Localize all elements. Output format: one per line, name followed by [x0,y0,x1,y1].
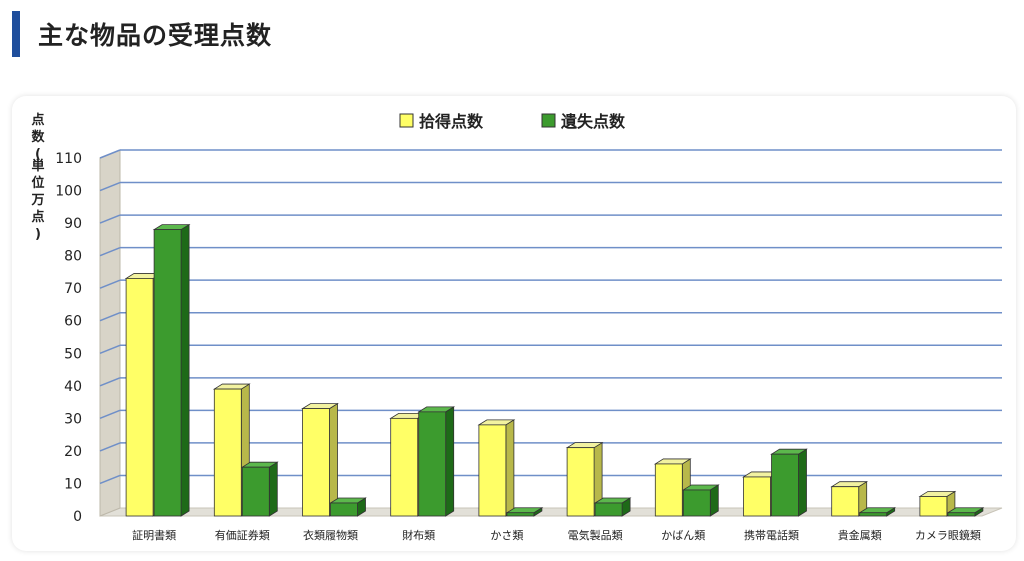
chart-bars [124,223,985,517]
x-category-label: 電気製品類 [568,528,623,542]
bar-lost-6 [681,484,720,517]
bar-lost-8 [858,507,897,517]
gridline-side [99,474,121,485]
gridline-side [99,442,121,452]
gridline-side [99,246,121,257]
bar-lost-9 [946,507,985,517]
x-category-label: 有価証券類 [215,528,270,542]
x-category-label: 携帯電話類 [744,528,799,542]
y-tick-label: 90 [64,216,82,232]
y-axis-title: 点数(単位万点) [30,112,45,242]
legend-swatch [541,113,556,128]
gridline-side [99,181,121,192]
page-title: 主な物品の受理点数 [38,21,273,50]
y-axis-label: 点数(単位万点) [30,112,45,242]
bar-found-4 [477,419,516,517]
header-accent-bar [12,11,20,57]
x-category-label: カメラ眼鏡類 [915,528,981,542]
x-category-label: かさ類 [490,529,523,542]
legend-label: 拾得点数 [419,112,484,131]
gridline-side [99,214,121,224]
bar-found-8 [830,480,869,517]
bar-found-5 [565,441,604,517]
bar-lost-2 [329,497,367,517]
x-category-label: 証明書類 [132,528,176,542]
page-header: 主な物品の受理点数 [12,10,272,58]
bar-lost-3 [417,406,456,517]
bar-lost-1 [240,461,279,517]
bar-lost-0 [152,223,191,517]
legend-label: 遺失点数 [561,112,626,131]
y-tick-label: 30 [64,411,82,427]
x-axis-categories: 証明書類 有価証券類 衣類履物類 財布類 かさ類 電気製品類 かばん類 携帯電話類 貴金属類 カメ… [132,528,981,542]
y-axis-ticks: 0 10 20 30 40 50 60 70 80 90 100 110 [55,151,82,525]
legend-swatch [399,113,414,128]
chart-side-wall [99,149,121,517]
chart-back-wall [99,149,121,517]
gridline-side [99,409,121,420]
y-tick-label: 50 [64,346,82,362]
y-tick-label: 110 [55,151,82,167]
y-tick-label: 100 [55,184,82,200]
bar-found-2 [301,402,339,517]
y-tick-label: 0 [73,509,82,525]
gridline-side [99,312,121,322]
y-tick-label: 10 [64,476,82,492]
chart-legend: 拾得点数 遺失点数 [399,112,626,131]
gridline-side [99,279,121,289]
x-category-label: 貴金属類 [838,528,882,542]
x-category-label: かばん類 [661,529,705,542]
bar-lost-7 [770,448,808,517]
x-category-label: 財布類 [402,528,435,542]
y-tick-label: 60 [64,314,82,330]
bar-lost-4 [505,507,544,517]
gridline-side [99,344,121,354]
x-category-label: 衣類履物類 [303,528,358,542]
y-tick-label: 40 [64,379,82,395]
bar-lost-5 [593,497,632,517]
y-tick-label: 20 [64,444,82,460]
y-tick-label: 80 [64,249,82,265]
y-tick-label: 70 [64,281,82,297]
gridline-side [99,377,121,387]
gridline-side [99,149,121,159]
